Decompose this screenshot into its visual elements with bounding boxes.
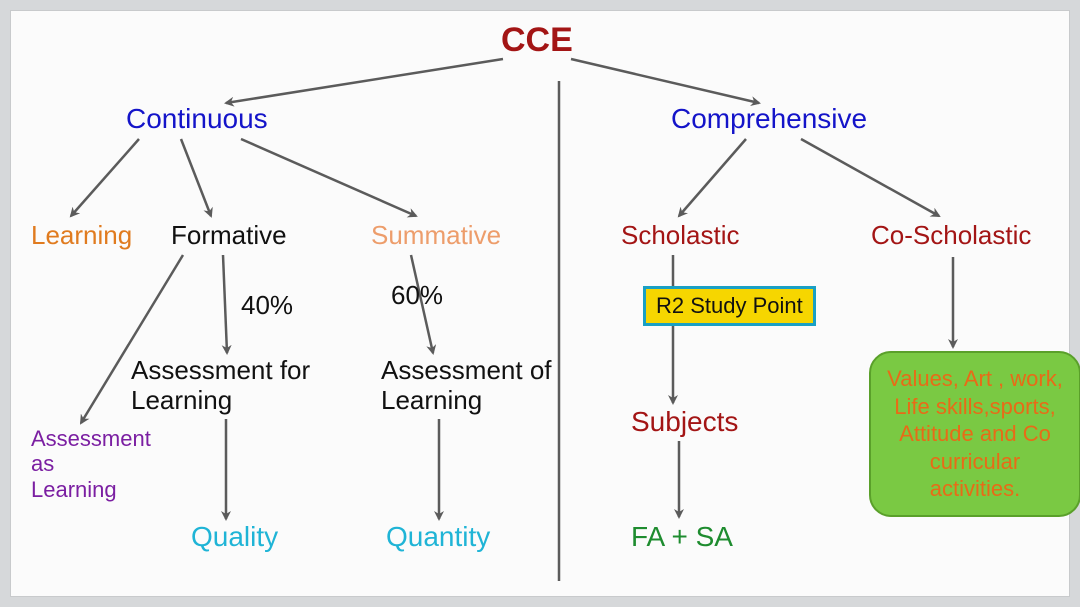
node-comprehensive: Comprehensive	[671, 103, 867, 135]
node-scholastic: Scholastic	[621, 221, 740, 251]
node-quantity: Quantity	[386, 521, 490, 553]
arrow	[679, 139, 746, 216]
node-learning: Learning	[31, 221, 132, 251]
arrow	[181, 139, 211, 216]
node-assessment-for-learning: Assessment for Learning	[131, 356, 310, 416]
node-cce: CCE	[501, 21, 573, 60]
node-formative: Formative	[171, 221, 287, 251]
node-assessment-of-learning: Assessment of Learning	[381, 356, 552, 416]
arrow	[801, 139, 939, 216]
node-continuous: Continuous	[126, 103, 268, 135]
arrow	[571, 59, 759, 103]
node-subjects: Subjects	[631, 406, 738, 438]
diagram-canvas: CCE Continuous Comprehensive Learning Fo…	[10, 10, 1070, 597]
node-40pct: 40%	[241, 291, 293, 321]
r2-study-point-badge: R2 Study Point	[643, 286, 816, 326]
arrow	[223, 255, 227, 353]
arrow	[241, 139, 416, 216]
node-fa-sa: FA + SA	[631, 521, 733, 553]
coscholastic-values-box: Values, Art , work, Life skills,sports, …	[869, 351, 1080, 517]
arrow	[226, 59, 503, 103]
arrow	[71, 139, 139, 216]
node-coscholastic: Co-Scholastic	[871, 221, 1031, 251]
node-quality: Quality	[191, 521, 278, 553]
node-assessment-as-learning: Assessment as Learning	[31, 426, 151, 502]
node-60pct: 60%	[391, 281, 443, 311]
node-summative: Summative	[371, 221, 501, 251]
